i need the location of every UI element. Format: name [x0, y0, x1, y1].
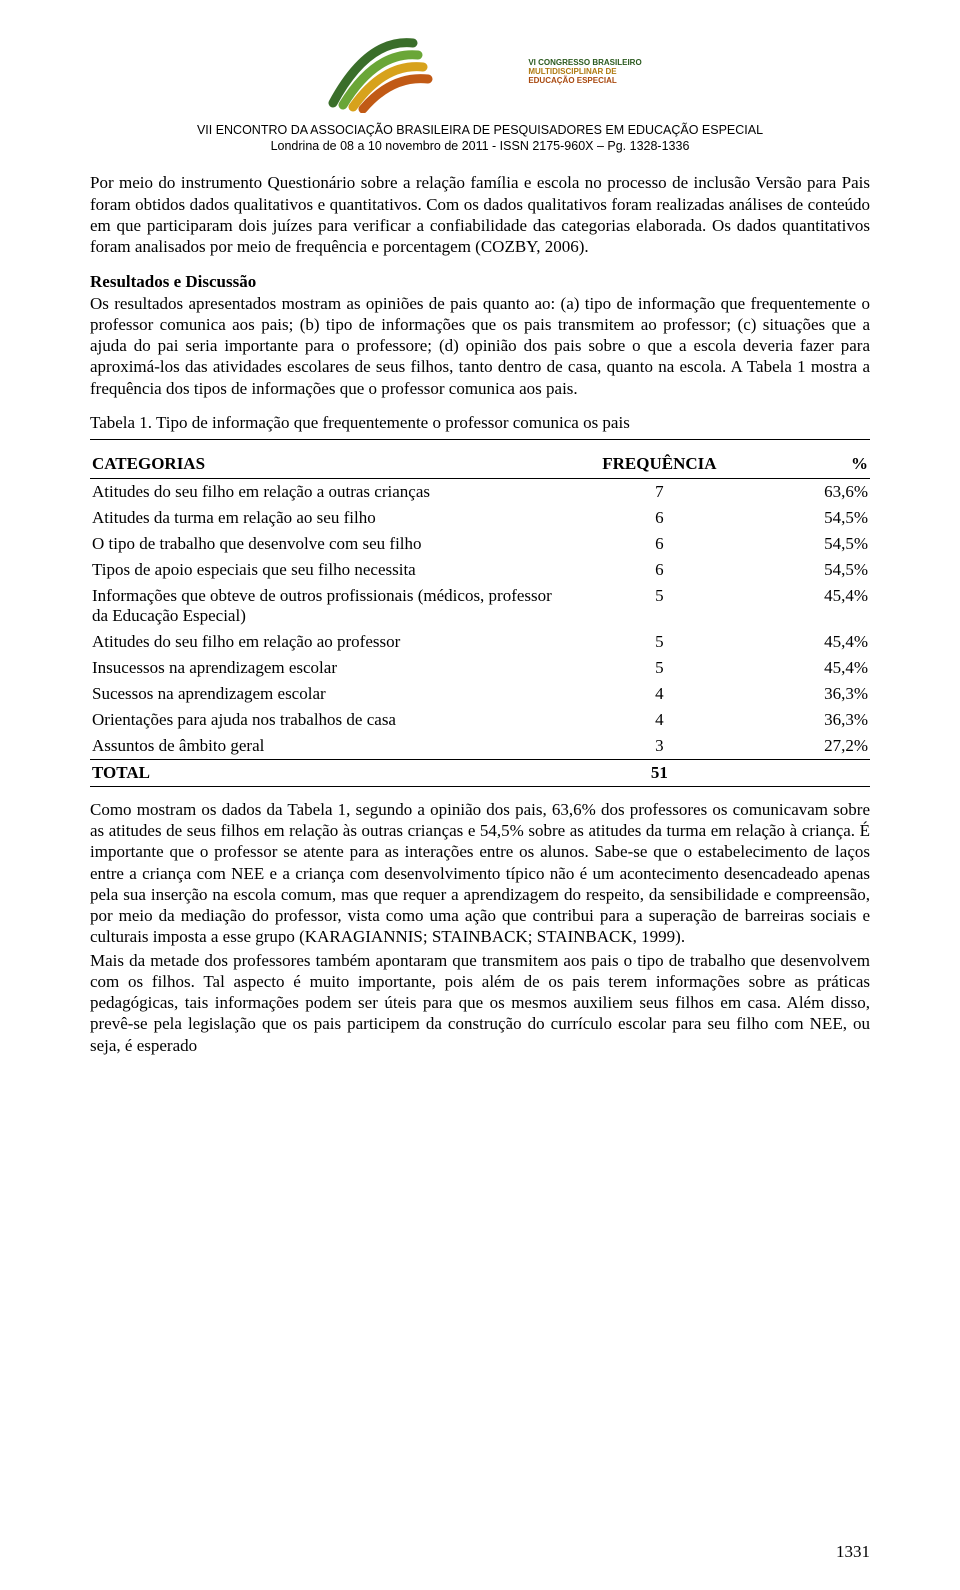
- cell-categoria: Insucessos na aprendizagem escolar: [90, 655, 574, 681]
- conference-logo-left: [318, 33, 448, 113]
- table-row: Tipos de apoio especiais que seu filho n…: [90, 557, 870, 583]
- cell-percent: 45,4%: [745, 583, 870, 629]
- table-row: Insucessos na aprendizagem escolar545,4%: [90, 655, 870, 681]
- table-header-row: CATEGORIAS FREQUÊNCIA %: [90, 450, 870, 479]
- cell-categoria: Atitudes do seu filho em relação a outra…: [90, 478, 574, 505]
- cell-percent: 54,5%: [745, 531, 870, 557]
- total-pct: [745, 759, 870, 786]
- cell-percent: 54,5%: [745, 557, 870, 583]
- table-row: Atitudes do seu filho em relação ao prof…: [90, 629, 870, 655]
- table-row: Assuntos de âmbito geral327,2%: [90, 733, 870, 760]
- col-header-categorias: CATEGORIAS: [90, 450, 574, 479]
- cell-frequencia: 6: [574, 557, 746, 583]
- cell-categoria: Atitudes da turma em relação ao seu filh…: [90, 505, 574, 531]
- total-freq: 51: [574, 759, 746, 786]
- cell-percent: 27,2%: [745, 733, 870, 760]
- swoosh-icon: [318, 33, 448, 113]
- cell-frequencia: 5: [574, 629, 746, 655]
- cell-categoria: Atitudes do seu filho em relação ao prof…: [90, 629, 574, 655]
- table-row: Sucessos na aprendizagem escolar436,3%: [90, 681, 870, 707]
- cell-categoria: Assuntos de âmbito geral: [90, 733, 574, 760]
- cell-percent: 36,3%: [745, 707, 870, 733]
- cell-frequencia: 6: [574, 531, 746, 557]
- table-row: Atitudes do seu filho em relação a outra…: [90, 478, 870, 505]
- cell-frequencia: 4: [574, 681, 746, 707]
- document-page: VI CONGRESSO BRASILEIRO MULTIDISCIPLINAR…: [0, 0, 960, 1590]
- cell-categoria: Tipos de apoio especiais que seu filho n…: [90, 557, 574, 583]
- conference-subtitle: Londrina de 08 a 10 novembro de 2011 - I…: [90, 139, 870, 155]
- cell-frequencia: 4: [574, 707, 746, 733]
- cell-percent: 54,5%: [745, 505, 870, 531]
- cell-categoria: Informações que obteve de outros profiss…: [90, 583, 574, 629]
- table-1: CATEGORIAS FREQUÊNCIA % Atitudes do seu …: [90, 450, 870, 787]
- cell-categoria: Orientações para ajuda nos trabalhos de …: [90, 707, 574, 733]
- conference-title: VII ENCONTRO DA ASSOCIAÇÃO BRASILEIRA DE…: [90, 123, 870, 139]
- cell-percent: 63,6%: [745, 478, 870, 505]
- cell-percent: 45,4%: [745, 655, 870, 681]
- cell-percent: 36,3%: [745, 681, 870, 707]
- paragraph-results-body: Os resultados apresentados mostram as op…: [90, 294, 870, 398]
- total-label: TOTAL: [90, 759, 574, 786]
- page-number: 1331: [836, 1542, 870, 1562]
- cell-frequencia: 7: [574, 478, 746, 505]
- table-row: Informações que obteve de outros profiss…: [90, 583, 870, 629]
- table-row: O tipo de trabalho que desenvolve com se…: [90, 531, 870, 557]
- cell-frequencia: 5: [574, 583, 746, 629]
- cell-percent: 45,4%: [745, 629, 870, 655]
- col-header-frequencia: FREQUÊNCIA: [574, 450, 746, 479]
- cell-frequencia: 3: [574, 733, 746, 760]
- cell-categoria: Sucessos na aprendizagem escolar: [90, 681, 574, 707]
- cell-categoria: O tipo de trabalho que desenvolve com se…: [90, 531, 574, 557]
- paragraph-intro: Por meio do instrumento Questionário sob…: [90, 172, 870, 257]
- header-logos: VI CONGRESSO BRASILEIRO MULTIDISCIPLINAR…: [90, 30, 870, 115]
- conference-header: VII ENCONTRO DA ASSOCIAÇÃO BRASILEIRA DE…: [90, 123, 870, 154]
- paragraph-discussion-1: Como mostram os dados da Tabela 1, segun…: [90, 799, 870, 948]
- col-header-percent: %: [745, 450, 870, 479]
- table-row: Atitudes da turma em relação ao seu filh…: [90, 505, 870, 531]
- cell-frequencia: 5: [574, 655, 746, 681]
- conference-logo-right: VI CONGRESSO BRASILEIRO MULTIDISCIPLINAR…: [528, 59, 641, 85]
- paragraph-results: Resultados e Discussão Os resultados apr…: [90, 271, 870, 399]
- cell-frequencia: 6: [574, 505, 746, 531]
- table-row: Orientações para ajuda nos trabalhos de …: [90, 707, 870, 733]
- table-1-caption: Tabela 1. Tipo de informação que frequen…: [90, 413, 870, 440]
- table-total-row: TOTAL 51: [90, 759, 870, 786]
- logo-text-line: EDUCAÇÃO ESPECIAL: [528, 77, 641, 86]
- paragraph-discussion-2: Mais da metade dos professores também ap…: [90, 950, 870, 1056]
- section-title-results: Resultados e Discussão: [90, 272, 256, 291]
